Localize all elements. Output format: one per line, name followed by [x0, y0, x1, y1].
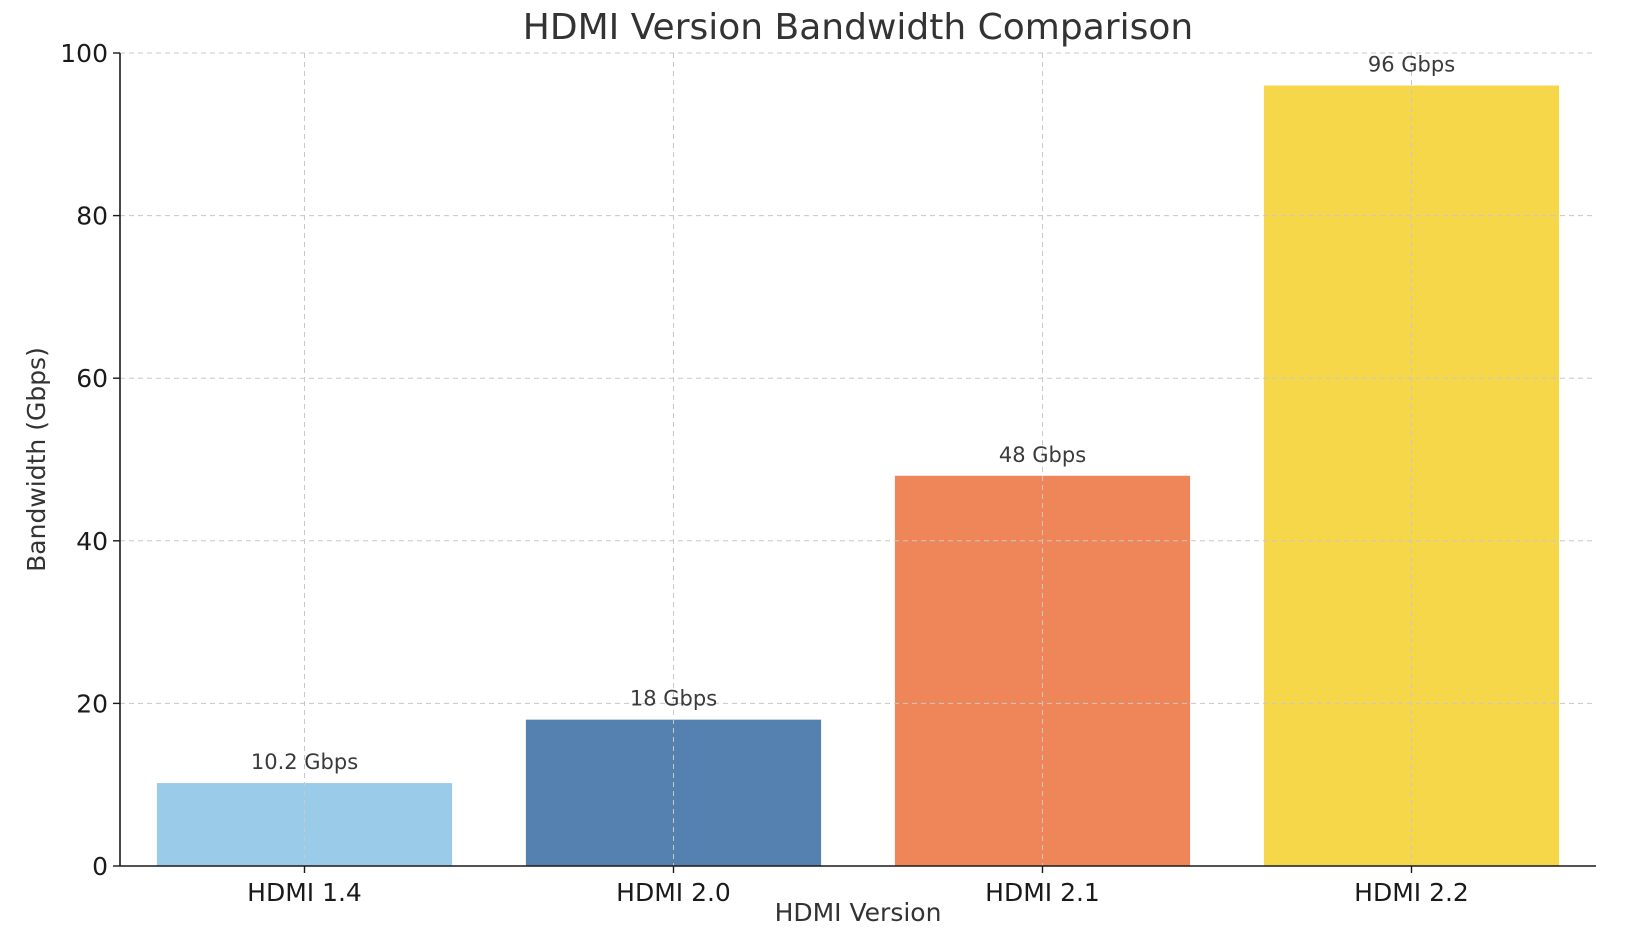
y-tick-label: 80: [76, 202, 108, 231]
chart-title: HDMI Version Bandwidth Comparison: [523, 7, 1193, 48]
y-tick-label: 100: [60, 39, 108, 68]
x-tick-label: HDMI 1.4: [247, 878, 362, 907]
axis-layer: [119, 53, 1596, 867]
grid-layer: [120, 52, 1596, 866]
y-tick-label: 20: [76, 689, 108, 718]
y-tick-label: 60: [76, 364, 108, 393]
x-tick-label: HDMI 2.0: [616, 878, 731, 907]
y-axis-title: Bandwidth (Gbps): [22, 347, 51, 572]
bar-value-label: 48 Gbps: [999, 443, 1086, 467]
bar-value-label: 10.2 Gbps: [251, 750, 358, 774]
tick-layer: 0 20 40 60 80 100 HDMI 1.4 HDMI 2.0 HDMI 2.1 HDMI…: [60, 39, 1469, 907]
bar-value-label: 96 Gbps: [1368, 53, 1455, 77]
x-tick-label: HDMI 2.2: [1354, 878, 1469, 907]
x-axis-title: HDMI Version: [775, 898, 942, 927]
bar-layer: [156, 85, 1560, 866]
x-tick-label: HDMI 2.1: [985, 878, 1100, 907]
bar-hdmi-1-4: [156, 783, 453, 866]
data-label-layer: 10.2 Gbps 18 Gbps 48 Gbps 96 Gbps: [251, 53, 1455, 775]
bar-value-label: 18 Gbps: [630, 687, 717, 711]
y-tick-label: 40: [76, 527, 108, 556]
y-tick-label: 0: [92, 852, 108, 881]
